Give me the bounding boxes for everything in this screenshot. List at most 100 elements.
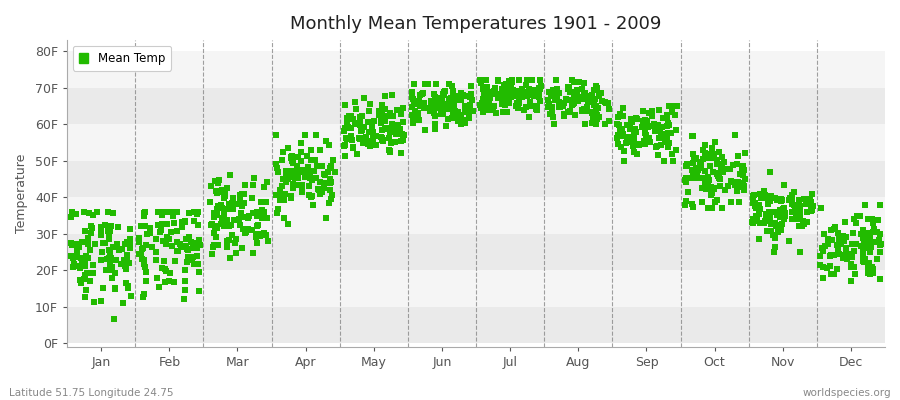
Point <box>166 212 180 219</box>
Point <box>181 254 195 260</box>
Point <box>463 93 477 100</box>
Point <box>574 96 589 102</box>
Point <box>534 82 548 89</box>
Point <box>80 241 94 248</box>
Point <box>534 77 548 84</box>
Point <box>64 240 78 246</box>
Point <box>284 154 298 161</box>
Point <box>225 200 239 206</box>
Point <box>220 238 235 245</box>
Point <box>86 262 100 268</box>
Point <box>304 177 319 183</box>
Point <box>248 232 263 238</box>
Point <box>235 244 249 251</box>
Point <box>705 205 719 211</box>
Point <box>711 170 725 176</box>
Point <box>338 135 353 141</box>
Point <box>758 195 772 201</box>
Point <box>103 228 117 234</box>
Point <box>783 194 797 201</box>
Point <box>240 214 255 221</box>
Point <box>483 95 498 101</box>
Point <box>317 171 331 178</box>
Point <box>862 238 877 245</box>
Point <box>770 196 784 203</box>
Point <box>698 150 712 156</box>
Point <box>650 143 664 149</box>
Point <box>804 208 818 214</box>
Point <box>166 209 180 215</box>
Point <box>424 98 438 105</box>
Point <box>284 152 299 159</box>
Point <box>356 124 371 131</box>
Point <box>281 144 295 151</box>
Point <box>567 79 581 86</box>
Point <box>64 209 78 215</box>
Point <box>241 213 256 219</box>
Point <box>136 294 150 300</box>
Point <box>337 128 351 134</box>
Point <box>458 120 473 126</box>
Point <box>124 293 139 299</box>
Point <box>502 78 517 84</box>
Point <box>384 123 399 129</box>
Point <box>295 189 310 196</box>
Point <box>463 102 477 109</box>
Point <box>108 270 122 277</box>
Point <box>142 225 157 232</box>
Point <box>111 224 125 230</box>
Point <box>354 128 368 134</box>
Point <box>485 90 500 96</box>
Point <box>626 138 640 144</box>
Point <box>732 198 746 205</box>
Point <box>867 226 881 232</box>
Point <box>406 120 420 126</box>
Point <box>688 175 703 181</box>
Point <box>302 183 316 189</box>
Point <box>298 167 312 173</box>
Point <box>193 242 207 248</box>
Point <box>495 86 509 92</box>
Point <box>382 112 397 119</box>
Point <box>445 114 459 121</box>
Point <box>432 103 446 109</box>
Point <box>416 89 430 96</box>
Point <box>567 95 581 102</box>
Point <box>693 159 707 165</box>
Point <box>791 216 806 222</box>
Point <box>847 248 861 254</box>
Point <box>752 236 766 243</box>
Point <box>491 91 506 98</box>
Point <box>873 231 887 237</box>
Point <box>650 122 664 128</box>
Point <box>149 275 164 281</box>
Point <box>108 286 122 293</box>
Point <box>395 131 410 137</box>
Point <box>284 193 298 199</box>
Point <box>214 221 229 227</box>
Point <box>746 193 760 200</box>
Point <box>687 156 701 162</box>
Point <box>300 170 314 177</box>
Point <box>652 106 667 113</box>
Point <box>483 90 498 97</box>
Point <box>293 148 308 155</box>
Point <box>515 86 529 92</box>
Point <box>446 90 460 97</box>
Point <box>679 202 693 209</box>
Point <box>232 217 247 224</box>
Point <box>787 189 801 195</box>
Point <box>700 151 715 158</box>
Point <box>680 175 694 181</box>
Point <box>768 244 782 251</box>
Point <box>391 125 405 132</box>
Point <box>177 244 192 250</box>
Point <box>78 261 93 267</box>
Point <box>353 136 367 142</box>
Point <box>76 259 90 265</box>
Point <box>158 266 172 272</box>
Point <box>442 98 456 105</box>
Point <box>66 255 80 261</box>
Point <box>376 137 391 144</box>
Point <box>269 161 284 168</box>
